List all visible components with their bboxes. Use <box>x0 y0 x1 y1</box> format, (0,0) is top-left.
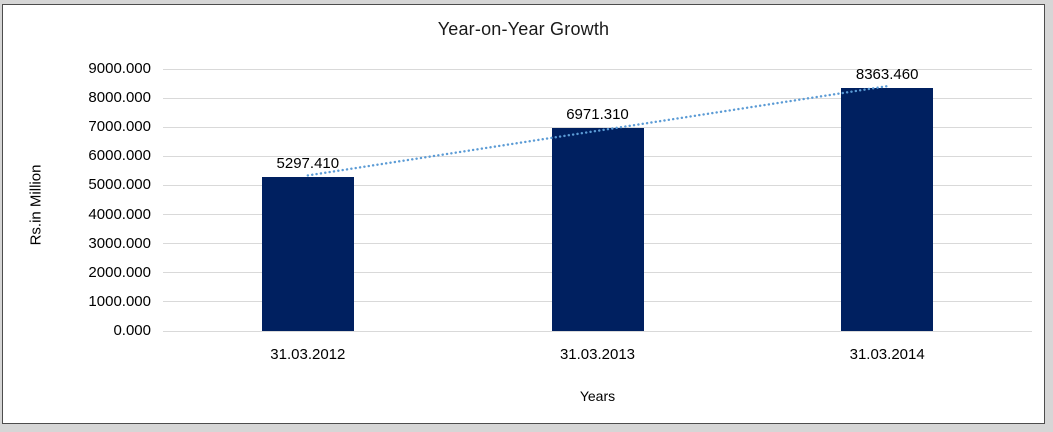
x-tick-label: 31.03.2012 <box>270 346 346 363</box>
y-tick-label: 1000.000 <box>88 292 151 310</box>
bar <box>551 128 644 331</box>
y-tick-label: 9000.000 <box>88 60 151 77</box>
y-axis-title: Rs.in Million <box>27 164 45 246</box>
bar-value-label: 5297.410 <box>276 154 340 172</box>
y-tick-label: 2000.000 <box>88 263 151 281</box>
gridline <box>163 126 1032 128</box>
y-tick-label: 0.000 <box>113 322 151 339</box>
y-tick-label: 5000.000 <box>88 176 151 194</box>
x-axis-title: Years <box>579 388 616 404</box>
gridline <box>163 97 1032 99</box>
gridline <box>163 68 1032 70</box>
plot-area <box>163 68 1032 332</box>
chart-title: Year-on-Year Growth <box>437 19 610 39</box>
y-tick-label: 4000.000 <box>88 205 151 223</box>
y-tick-label: 7000.000 <box>88 118 151 136</box>
bar <box>261 176 354 331</box>
x-tick-label: 31.03.2013 <box>559 346 636 363</box>
trendline <box>306 84 889 177</box>
bar <box>841 87 934 331</box>
trendline-path <box>306 84 889 177</box>
x-tick-label: 31.03.2014 <box>849 346 925 363</box>
chart-frame: Year-on-Year Growth Rs.in Million 0.000 1… <box>2 4 1045 424</box>
gridline <box>163 330 1032 332</box>
y-tick-label: 8000.000 <box>88 89 151 107</box>
bar-value-label: 6971.310 <box>566 106 629 124</box>
y-tick-label: 3000.000 <box>88 234 151 252</box>
bar-value-label: 8363.460 <box>855 65 919 83</box>
y-tick-label: 6000.000 <box>88 147 151 165</box>
